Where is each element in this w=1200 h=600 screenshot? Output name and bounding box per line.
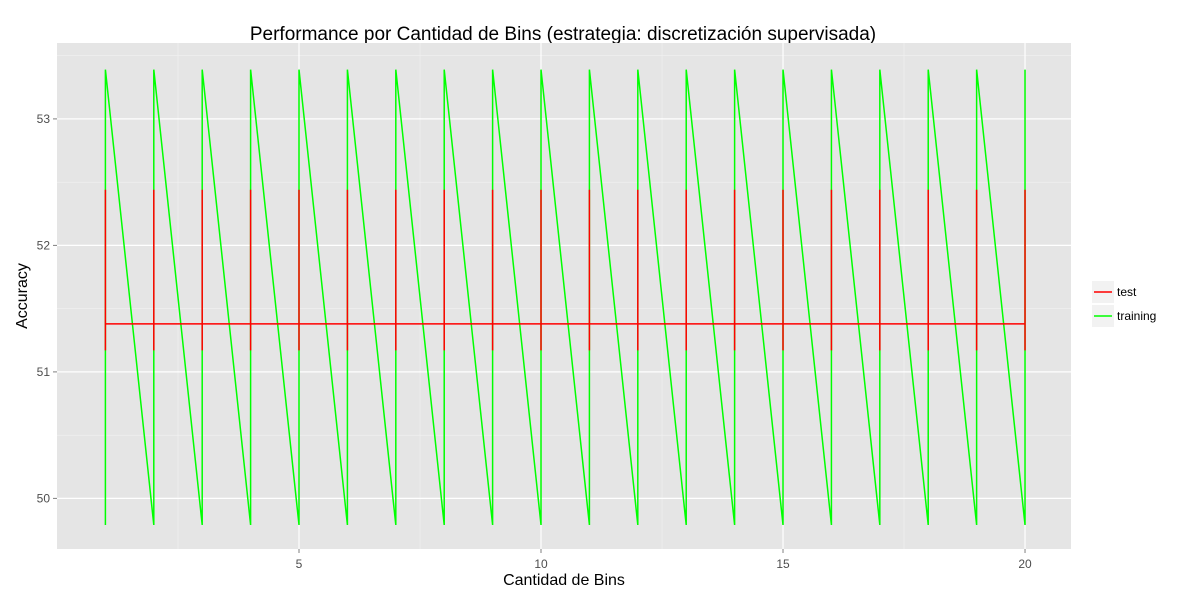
y-axis-title: Accuracy [14, 263, 31, 329]
x-tick-label: 5 [296, 557, 303, 571]
series-layer [104, 69, 1026, 526]
series-line-test [104, 189, 1026, 351]
y-tick-label: 51 [37, 365, 51, 379]
x-tick-label: 20 [1018, 557, 1032, 571]
x-tick-label: 15 [776, 557, 790, 571]
y-tick-label: 53 [37, 112, 51, 126]
x-tick-label: 10 [534, 557, 548, 571]
legend-label-training: training [1117, 309, 1156, 323]
x-axis: 5 10 15 20 [296, 549, 1032, 571]
chart-title: Performance por Cantidad de Bins (estrat… [250, 24, 876, 45]
x-axis-title: Cantidad de Bins [503, 572, 625, 589]
legend: test training [1092, 281, 1156, 327]
legend-label-test: test [1117, 285, 1137, 299]
y-tick-label: 50 [37, 491, 51, 505]
y-axis: 50 51 52 53 [37, 112, 57, 505]
y-tick-label: 52 [37, 238, 51, 252]
